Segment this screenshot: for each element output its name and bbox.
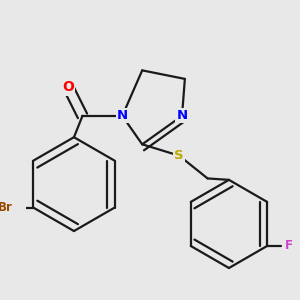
Text: N: N xyxy=(117,110,128,122)
Text: O: O xyxy=(62,80,74,94)
Text: Br: Br xyxy=(0,201,12,214)
Text: S: S xyxy=(174,149,184,162)
Text: N: N xyxy=(176,110,188,122)
Text: S: S xyxy=(174,149,184,162)
Text: F: F xyxy=(284,239,292,253)
